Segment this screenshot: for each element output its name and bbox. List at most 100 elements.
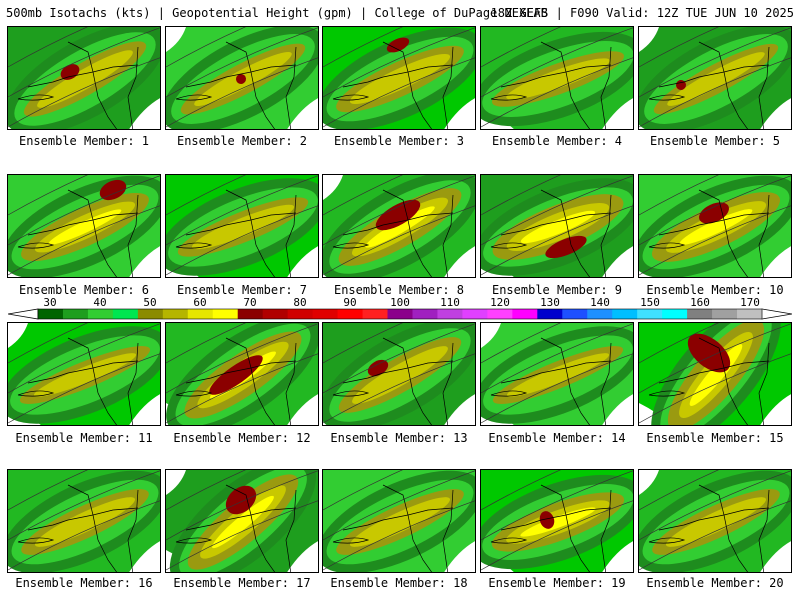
colorbar-swatch	[262, 309, 289, 319]
ensemble-member-label: Ensemble Member: 7	[176, 283, 308, 297]
colorbar-swatch	[662, 309, 688, 319]
colorbar-swatch	[462, 309, 488, 319]
colorbar-swatch	[212, 309, 239, 319]
ensemble-member-label: Ensemble Member: 16	[15, 576, 153, 590]
colorbar-tick-label: 30	[43, 296, 57, 309]
colorbar-swatch	[62, 309, 89, 319]
isotach-map	[166, 470, 318, 572]
header-title: 500mb Isotachs (kts) | Geopotential Heig…	[6, 6, 548, 20]
ensemble-member-label: Ensemble Member: 14	[488, 431, 626, 445]
colorbar-swatch	[387, 309, 413, 319]
colorbar-swatch	[487, 309, 513, 319]
ensemble-member-label: Ensemble Member: 19	[488, 576, 626, 590]
colorbar-right-arrow	[761, 308, 792, 320]
ensemble-panel-14	[480, 322, 634, 426]
ensemble-panel-11	[7, 322, 161, 426]
isotach-map	[481, 175, 633, 277]
isotach-map	[639, 27, 791, 129]
colorbar-tick-label: 80	[293, 296, 307, 309]
ensemble-panel-4	[480, 26, 634, 130]
isotach-map	[323, 27, 475, 129]
ensemble-member-label: Ensemble Member: 4	[491, 134, 623, 148]
ensemble-panel-18	[322, 469, 476, 573]
colorbar-swatch	[337, 309, 364, 319]
ensemble-panel-2	[165, 26, 319, 130]
ensemble-panel-15	[638, 322, 792, 426]
colorbar-swatch	[38, 309, 64, 319]
isotach-map	[323, 470, 475, 572]
colorbar-swatch	[512, 309, 538, 319]
colorbar-left-arrow	[8, 308, 39, 320]
colorbar-tick-label: 160	[690, 296, 710, 309]
ensemble-panel-6	[7, 174, 161, 278]
ensemble-panel-1	[7, 26, 161, 130]
colorbar-swatch	[87, 309, 114, 319]
ensemble-member-label: Ensemble Member: 3	[333, 134, 465, 148]
colorbar-swatch	[437, 309, 463, 319]
ensemble-member-label: Ensemble Member: 18	[330, 576, 468, 590]
wind-speed-colorbar	[8, 308, 792, 320]
colorbar-tick-label: 140	[590, 296, 610, 309]
ensemble-member-label: Ensemble Member: 15	[646, 431, 784, 445]
ensemble-panel-20	[638, 469, 792, 573]
colorbar-swatch	[537, 309, 563, 319]
colorbar-swatch	[712, 309, 738, 319]
colorbar-tick-label: 50	[143, 296, 157, 309]
colorbar-swatch	[687, 309, 713, 319]
isotach-map	[481, 470, 633, 572]
colorbar-tick-label: 130	[540, 296, 560, 309]
colorbar-swatch	[287, 309, 314, 319]
ensemble-panel-19	[480, 469, 634, 573]
colorbar-tick-label: 70	[243, 296, 257, 309]
colorbar-swatch	[162, 309, 189, 319]
colorbar-tick-label: 40	[93, 296, 107, 309]
isotach-map	[481, 323, 633, 425]
isotach-map	[323, 323, 475, 425]
colorbar-swatch	[312, 309, 339, 319]
isotach-map	[8, 27, 160, 129]
ensemble-panel-3	[322, 26, 476, 130]
isotach-map	[166, 175, 318, 277]
ensemble-panel-5	[638, 26, 792, 130]
map-header: 500mb Isotachs (kts) | Geopotential Heig…	[6, 6, 794, 24]
colorbar-swatch	[137, 309, 164, 319]
isotach-map	[8, 323, 160, 425]
isotach-map	[8, 470, 160, 572]
isotach-map	[639, 175, 791, 277]
ensemble-panel-9	[480, 174, 634, 278]
ensemble-panel-7	[165, 174, 319, 278]
colorbar-tick-labels: 30 40 50 60 70 80 90 100 110 120 130 140 150 160 170	[0, 296, 800, 309]
isotach-map	[166, 27, 318, 129]
colorbar-tick-label: 100	[390, 296, 410, 309]
ensemble-member-label: Ensemble Member: 2	[176, 134, 308, 148]
isotach-map	[481, 27, 633, 129]
colorbar-swatch	[612, 309, 638, 319]
isotach-map	[639, 323, 791, 425]
ensemble-member-label: Ensemble Member: 8	[333, 283, 465, 297]
colorbar-swatch	[637, 309, 663, 319]
colorbar-tick-label: 120	[490, 296, 510, 309]
colorbar-tick-label: 110	[440, 296, 460, 309]
colorbar-tick-label: 60	[193, 296, 207, 309]
colorbar-swatch	[187, 309, 214, 319]
ensemble-panel-13	[322, 322, 476, 426]
isotach-map	[166, 323, 318, 425]
colorbar-tick-label: 170	[740, 296, 760, 309]
ensemble-panel-8	[322, 174, 476, 278]
ensemble-member-label: Ensemble Member: 13	[330, 431, 468, 445]
ensemble-member-label: Ensemble Member: 1	[18, 134, 150, 148]
ensemble-panel-10	[638, 174, 792, 278]
ensemble-member-label: Ensemble Member: 17	[173, 576, 311, 590]
ensemble-member-label: Ensemble Member: 11	[15, 431, 153, 445]
ensemble-panel-12	[165, 322, 319, 426]
ensemble-member-label: Ensemble Member: 5	[649, 134, 781, 148]
ensemble-member-label: Ensemble Member: 6	[18, 283, 150, 297]
ensemble-panel-16	[7, 469, 161, 573]
colorbar-swatch	[562, 309, 588, 319]
isotach-map	[639, 470, 791, 572]
ensemble-member-label: Ensemble Member: 12	[173, 431, 311, 445]
isotach-map	[8, 175, 160, 277]
colorbar-swatch	[362, 309, 389, 319]
ensemble-member-label: Ensemble Member: 10	[646, 283, 784, 297]
colorbar-tick-label: 90	[343, 296, 357, 309]
